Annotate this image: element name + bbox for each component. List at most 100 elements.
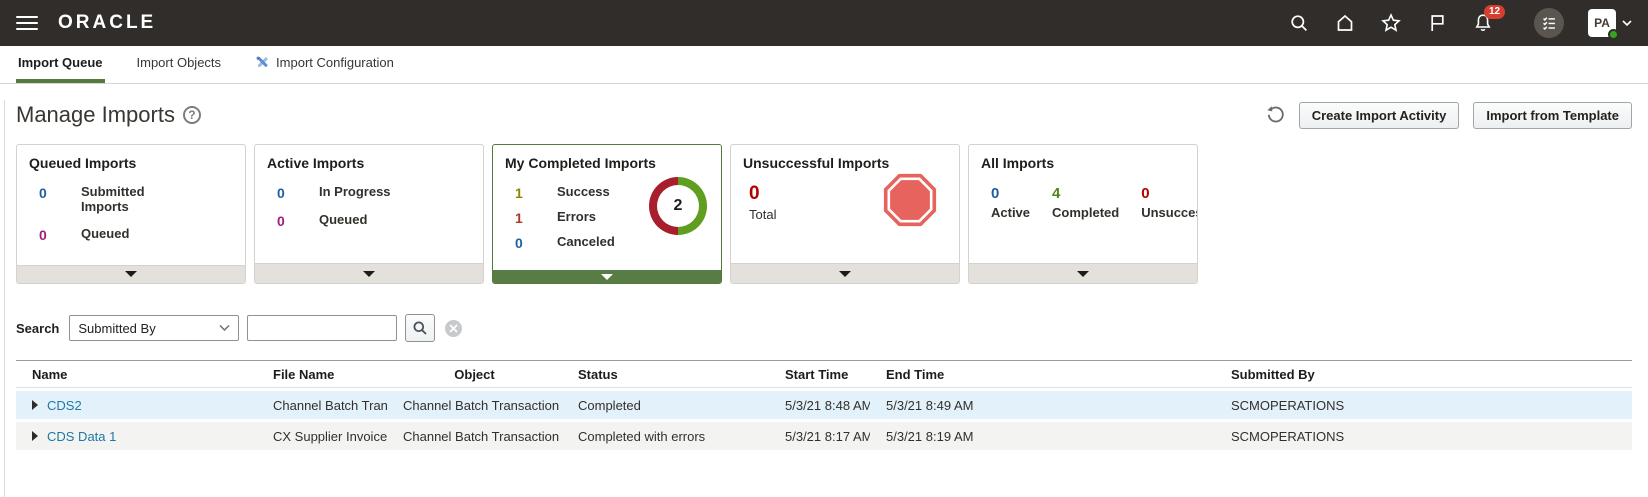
card-expander[interactable] — [255, 263, 483, 283]
card-active-imports[interactable]: Active Imports 0 In Progress 0 Queued — [254, 144, 484, 284]
metric-value: 1 — [515, 185, 523, 201]
search-input[interactable] — [247, 315, 398, 341]
metric-value: 1 — [515, 210, 523, 226]
tab-bar: Import Queue Import Objects Import Confi… — [0, 46, 1648, 84]
tab-import-configuration[interactable]: Import Configuration — [253, 46, 396, 83]
file-name-cell: Channel Batch Tran — [273, 397, 387, 413]
object-cell: Channel Batch Transaction — [403, 428, 560, 444]
import-name-link[interactable]: CDS2 — [47, 397, 82, 413]
column-header-file-name[interactable]: File Name — [273, 366, 335, 382]
end-time-cell: 5/3/21 8:49 AM — [886, 397, 974, 413]
submitted-by-cell: SCMOPERATIONS — [1231, 397, 1345, 413]
bell-icon[interactable]: 12 — [1472, 5, 1506, 34]
metric-queued: 0 Queued — [29, 225, 233, 243]
card-all-imports[interactable]: All Imports 0 Active 4 Completed 0 Unsuc… — [968, 144, 1198, 284]
card-title: All Imports — [981, 155, 1055, 171]
column-header-status[interactable]: Status — [578, 366, 618, 382]
metric-label: Unsuccessful — [1141, 205, 1197, 220]
metric-submitted-imports: 0 Submitted Imports — [29, 184, 233, 215]
metric-label: Completed — [1052, 205, 1120, 220]
import-infolets: Queued Imports 0 Submitted Imports 0 Que… — [16, 144, 1632, 284]
column-header-end-time[interactable]: End Time — [886, 366, 945, 382]
avatar[interactable]: PA — [1588, 9, 1619, 40]
metric-value: 0 — [749, 183, 760, 204]
card-expander[interactable] — [731, 263, 959, 283]
menu-icon[interactable] — [16, 16, 38, 30]
card-title: Unsuccessful Imports — [743, 155, 890, 171]
column-header-submitted-by[interactable]: Submitted By — [1231, 366, 1315, 382]
import-from-template-button[interactable]: Import from Template — [1473, 101, 1632, 129]
top-navigation-bar: ORACLE 12 — [0, 0, 1648, 46]
metric-in-progress: 0 In Progress — [267, 184, 471, 201]
tab-import-queue[interactable]: Import Queue — [16, 46, 105, 83]
status-cell: Completed — [578, 397, 641, 413]
metric-unsuccessful: 0 Unsuccessful — [1141, 185, 1197, 220]
expand-arrow-icon — [839, 270, 851, 277]
search-bar: Search Submitted By — [16, 314, 1632, 342]
card-queued-imports[interactable]: Queued Imports 0 Submitted Imports 0 Que… — [16, 144, 246, 284]
search-filter-select[interactable]: Submitted By — [69, 315, 240, 341]
oracle-logo: ORACLE — [58, 12, 157, 33]
metric-value: 0 — [277, 185, 285, 201]
metric-value: 0 — [515, 235, 523, 251]
metric-label: Active — [991, 205, 1031, 220]
card-unsuccessful-imports[interactable]: Unsuccessful Imports 0 Total — [730, 144, 960, 284]
card-expander[interactable] — [17, 264, 245, 283]
expand-row-icon[interactable] — [32, 400, 38, 410]
flag-icon[interactable] — [1426, 12, 1448, 34]
metric-value: 0 — [1141, 185, 1150, 202]
file-name-cell: CX Supplier Invoice — [273, 428, 387, 444]
object-cell: Channel Batch Transaction — [403, 397, 560, 413]
import-name-link[interactable]: CDS Data 1 — [47, 428, 117, 444]
donut-total: 2 — [657, 185, 699, 227]
magnifier-icon — [413, 321, 428, 335]
card-expander[interactable] — [969, 263, 1197, 283]
stop-sign-icon — [883, 173, 937, 227]
status-cell: Completed with errors — [578, 428, 706, 444]
notification-badge: 12 — [1484, 5, 1506, 19]
metric-value: 4 — [1052, 185, 1061, 202]
tools-icon — [256, 56, 268, 68]
help-icon[interactable]: ? — [182, 106, 201, 124]
start-time-cell: 5/3/21 8:48 AM — [785, 397, 870, 413]
start-time-cell: 5/3/21 8:17 AM — [785, 428, 870, 444]
tab-import-objects[interactable]: Import Objects — [136, 55, 222, 70]
column-header-object[interactable]: Object — [454, 366, 495, 382]
table-row[interactable]: CDS2 Channel Batch Tran Channel Batch Tr… — [16, 391, 1632, 419]
expand-arrow-icon — [125, 271, 137, 278]
clear-search-icon[interactable] — [445, 319, 463, 337]
chevron-down-icon — [219, 324, 230, 332]
search-filter-value: Submitted By — [78, 320, 156, 336]
home-icon[interactable] — [1334, 12, 1356, 34]
search-icon[interactable] — [1288, 12, 1310, 34]
metric-label: Success — [557, 184, 610, 199]
metric-value: 0 — [991, 185, 1000, 202]
presence-indicator — [1608, 29, 1619, 40]
metric-active: 0 Active — [991, 185, 1030, 220]
search-submit-button[interactable] — [405, 314, 436, 342]
card-expander[interactable] — [493, 270, 721, 283]
create-import-activity-button[interactable]: Create Import Activity — [1298, 101, 1460, 129]
metric-total: 0 Total — [743, 183, 947, 222]
chevron-down-icon[interactable] — [1622, 19, 1632, 27]
card-my-completed-imports[interactable]: My Completed Imports 1 Success 1 Errors … — [492, 144, 722, 284]
end-time-cell: 5/3/21 8:19 AM — [886, 428, 974, 444]
metric-label: Queued — [81, 225, 130, 241]
metric-canceled: 0 Canceled — [505, 234, 709, 251]
refresh-icon[interactable] — [1265, 105, 1285, 125]
metric-label: In Progress — [319, 184, 391, 199]
table-row[interactable]: CDS Data 1 CX Supplier Invoice Channel B… — [16, 422, 1632, 450]
favorites-star-icon[interactable] — [1380, 12, 1402, 34]
table-header: Name File Name Object Status Start Time … — [16, 361, 1632, 388]
tasks-checklist-icon[interactable] — [1534, 8, 1564, 38]
metric-value: 0 — [277, 213, 285, 229]
metric-errors: 1 Errors — [505, 209, 709, 226]
imports-table: Name File Name Object Status Start Time … — [16, 360, 1632, 450]
expand-arrow-icon — [601, 274, 613, 280]
column-header-start-time[interactable]: Start Time — [785, 366, 849, 382]
user-menu[interactable]: PA — [1588, 9, 1632, 40]
metric-value: 0 — [39, 185, 47, 201]
column-header-name[interactable]: Name — [32, 366, 68, 382]
expand-row-icon[interactable] — [32, 431, 38, 441]
metric-completed: 4 Completed — [1052, 185, 1119, 220]
